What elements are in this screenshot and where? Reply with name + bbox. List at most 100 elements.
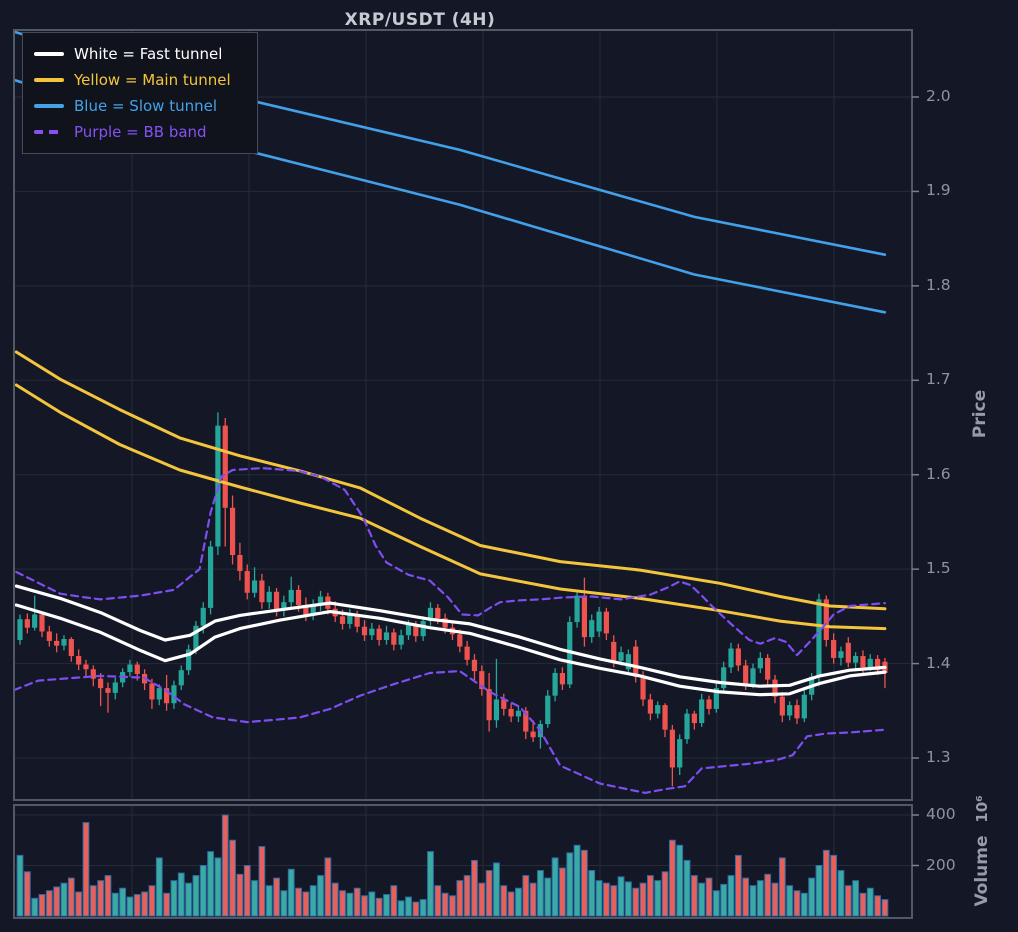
volume-bar [353, 887, 361, 917]
volume-bar [566, 852, 574, 917]
candle-body [735, 648, 741, 666]
candle-body [875, 658, 881, 671]
volume-bar [412, 901, 420, 917]
candle-body [442, 618, 448, 628]
candle-body [823, 599, 829, 640]
candle-body [405, 624, 412, 636]
volume-bar [676, 844, 684, 917]
volume-bar [646, 875, 654, 917]
volume-bar [265, 885, 273, 917]
axis-ticks [912, 96, 919, 867]
volume-bar [727, 875, 735, 917]
gridlines [14, 30, 912, 918]
candle-body [171, 685, 177, 704]
volume-bar [126, 896, 134, 917]
candle-body [76, 656, 82, 665]
volume-bar [720, 883, 728, 917]
volume-tick-label: 200 [926, 855, 956, 874]
volume-bar [742, 877, 750, 917]
candlesticks [17, 412, 888, 787]
volume-bar [199, 865, 207, 917]
candle-body [508, 708, 514, 717]
bb-lower-line [15, 669, 887, 795]
volume-bar [309, 885, 317, 917]
candle-body [545, 695, 551, 725]
candle-body [39, 614, 45, 632]
candle-body [193, 625, 199, 650]
candle-body [207, 546, 214, 608]
main-tunnel-upper-line [15, 350, 887, 611]
candle-body [134, 664, 140, 674]
volume-bar [331, 882, 339, 917]
candle-body [853, 656, 859, 663]
volume-bar [515, 887, 522, 917]
volume-bar [793, 890, 801, 917]
volume-bar [478, 882, 486, 917]
candle-body [743, 665, 749, 685]
volume-bar [111, 892, 119, 917]
candle-body [574, 595, 580, 623]
candle-body [831, 639, 837, 658]
price-tick-label: 2.0 [926, 87, 951, 105]
volume-bar [698, 882, 706, 917]
legend-item-main-tunnel: Yellow = Main tunnel [34, 67, 246, 93]
candle-body [420, 621, 426, 637]
volume-bar [456, 880, 464, 917]
volume-bar [603, 882, 610, 917]
volume-bar [778, 857, 786, 917]
volume-bar [170, 880, 178, 917]
main-tunnel-line-icon [34, 78, 64, 82]
bb-band-dashed-line-icon [34, 130, 64, 134]
volume-bar [295, 887, 302, 917]
candle-body [288, 589, 294, 603]
legend-item-fast-tunnel: White = Fast tunnel [34, 41, 246, 67]
volume-bar [529, 882, 537, 917]
volume-bar [859, 892, 867, 917]
volume-bar [588, 870, 596, 917]
candle-body [32, 614, 38, 628]
candle-body [845, 642, 851, 663]
candle-body [757, 657, 763, 669]
candle-body [611, 641, 617, 661]
candle-body [669, 729, 675, 768]
candle-body [54, 640, 60, 646]
bb-upper-line [15, 467, 887, 657]
volume-tick-label: 400 [926, 805, 956, 823]
volume-bar [383, 894, 390, 917]
candle-body [721, 667, 727, 689]
candle-body [127, 664, 133, 673]
volume-bar [346, 892, 354, 917]
volume-bar [617, 876, 625, 917]
slow-tunnel-line-icon [34, 104, 64, 108]
volume-bar [236, 873, 244, 917]
volume-bar [192, 875, 200, 917]
candle-body [713, 688, 719, 709]
volume-bar [67, 877, 75, 917]
candle-body [68, 639, 74, 657]
volume-bar [661, 871, 669, 917]
candle-body [273, 591, 280, 610]
volume-bar [82, 822, 90, 917]
volume-bar [119, 887, 127, 917]
fast-tunnel-line-icon [34, 52, 64, 56]
candle-body [24, 619, 30, 628]
volume-bar [610, 885, 618, 917]
candle-body [457, 634, 463, 647]
candle-body [787, 705, 793, 716]
volume-bar [471, 859, 478, 917]
candle-body [281, 602, 287, 610]
candle-body [90, 669, 96, 679]
volume-bar [434, 885, 442, 917]
volume-bar [185, 882, 192, 917]
volume-bar [243, 865, 251, 917]
fast-tunnel-upper-line [15, 584, 887, 688]
candle-body [105, 688, 111, 693]
volume-bar [749, 885, 757, 917]
volume-bar [551, 857, 559, 917]
candle-body [838, 651, 844, 658]
volume-bar [368, 891, 376, 917]
volume-bar [133, 894, 141, 917]
volume-bar [573, 844, 581, 917]
volume-bar [815, 865, 823, 917]
candle-body [164, 688, 170, 704]
